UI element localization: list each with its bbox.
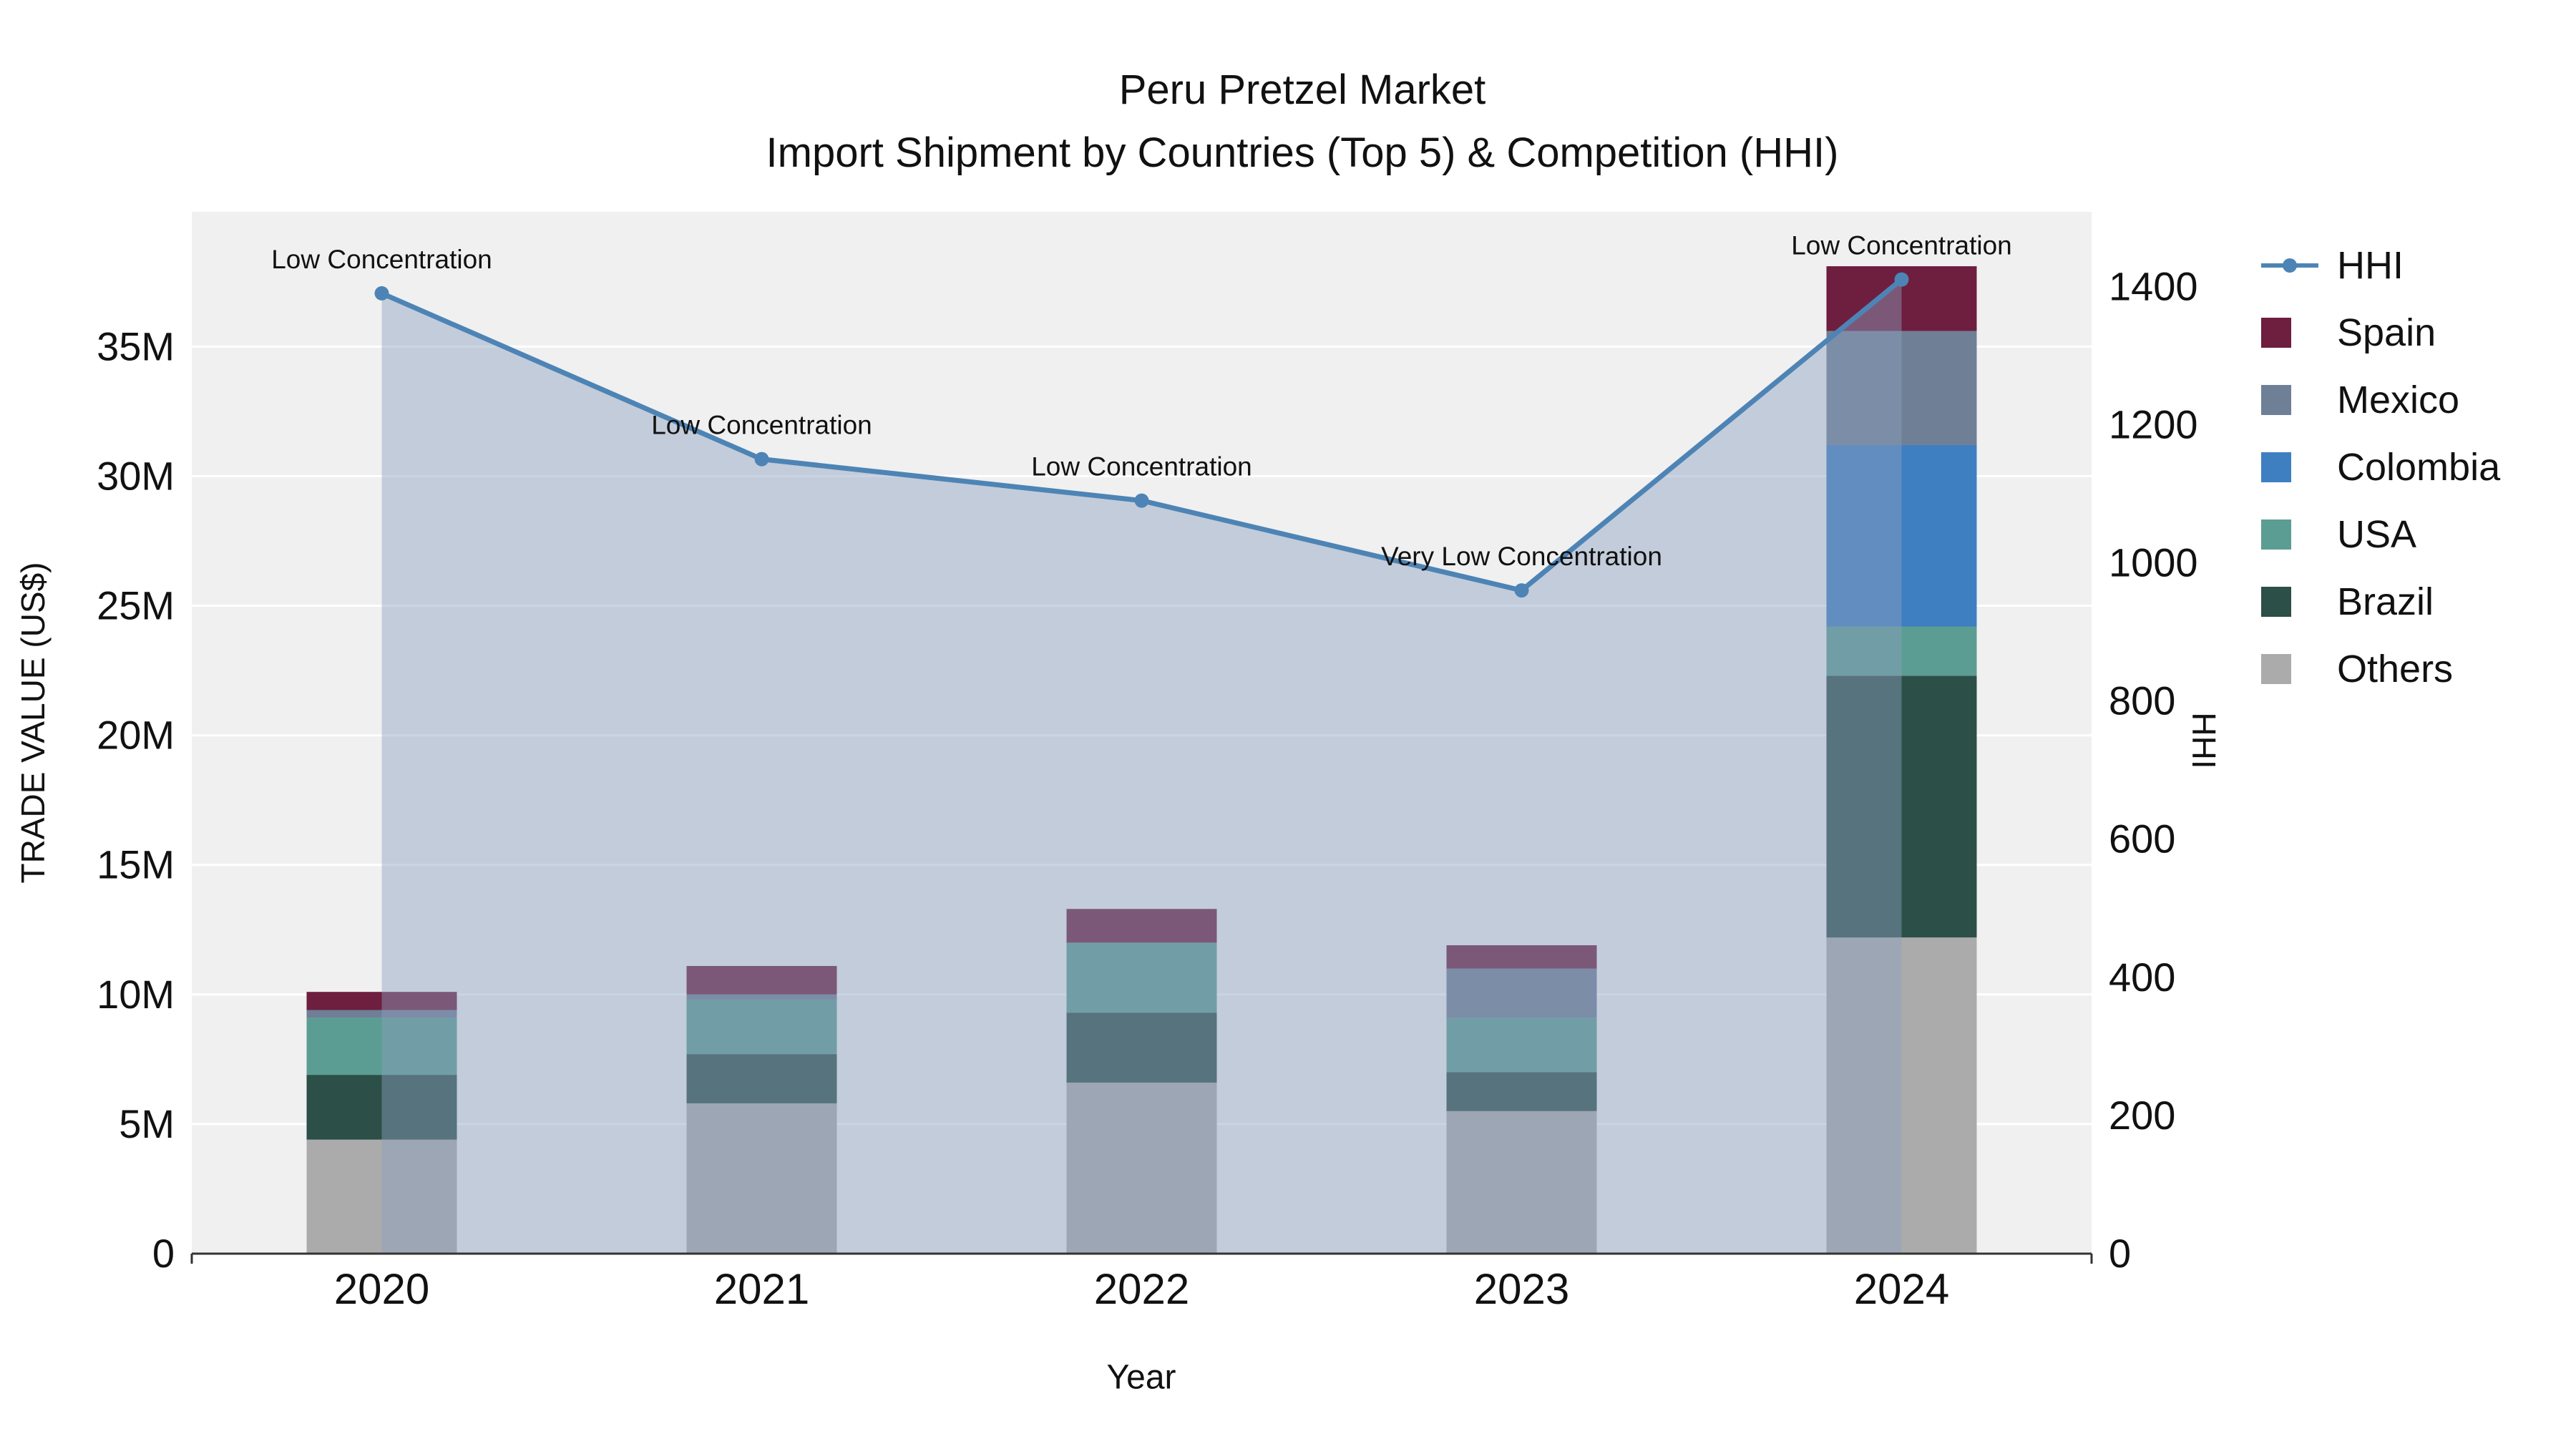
y-axis-label-left: TRADE VALUE (US$) — [14, 562, 52, 884]
hhi-marker-2023 — [1514, 583, 1529, 598]
bar-2022-usa — [1066, 942, 1217, 1013]
legend-label-brazil: Brazil — [2337, 580, 2434, 623]
bar-2023-brazil — [1446, 1072, 1597, 1111]
legend-item-hhi: HHI — [2261, 242, 2500, 289]
y-left-tick-label: 25M — [97, 583, 175, 628]
y-left-tick-label: 5M — [119, 1101, 175, 1146]
bar-2020-mexico — [306, 1010, 457, 1018]
y-right-tick-label: 1000 — [2109, 540, 2198, 585]
bar-2022-brazil — [1066, 1013, 1217, 1083]
legend-swatch-others — [2261, 654, 2291, 684]
y-left-tick-label: 30M — [97, 453, 175, 498]
annotation-2022: Low Concentration — [1031, 452, 1252, 482]
bar-2024-colombia — [1826, 444, 1977, 627]
y-right-tick-label: 800 — [2109, 678, 2175, 723]
legend-item-spain: Spain — [2261, 309, 2500, 356]
y-right-tick-label: 400 — [2109, 955, 2175, 1000]
hhi-marker-2022 — [1134, 493, 1149, 508]
chart-title-line2: Import Shipment by Countries (Top 5) & C… — [766, 130, 1839, 176]
y-left-tick-label: 20M — [97, 713, 175, 758]
hhi-marker-2020 — [374, 286, 389, 301]
legend-swatch-brazil — [2261, 587, 2291, 617]
bar-2020-others — [306, 1139, 457, 1254]
legend-item-colombia: Colombia — [2261, 444, 2500, 491]
legend-swatch-usa — [2261, 519, 2291, 550]
bar-2023-usa — [1446, 1018, 1597, 1073]
legend: HHI Spain Mexico Colombia USA Brazil Others — [2261, 242, 2500, 693]
hhi-marker-2024 — [1894, 272, 1909, 287]
x-tick-label-2020: 2020 — [334, 1265, 429, 1313]
legend-item-others: Others — [2261, 645, 2500, 693]
y-left-tick-label: 10M — [97, 972, 175, 1017]
x-axis-label: Year — [1106, 1358, 1176, 1397]
legend-swatch-colombia — [2261, 452, 2291, 482]
y-left-tick-label: 15M — [97, 842, 175, 887]
legend-label-spain: Spain — [2337, 311, 2436, 354]
bar-2024-usa — [1826, 626, 1977, 676]
bar-2021-usa — [686, 1000, 837, 1055]
chart-title: Peru Pretzel Market Import Shipment by C… — [766, 59, 1839, 185]
y-right-tick-label: 200 — [2109, 1093, 2175, 1138]
annotation-2024: Low Concentration — [1791, 231, 2012, 260]
x-tick-label-2021: 2021 — [714, 1265, 809, 1313]
bar-2021-others — [686, 1103, 837, 1254]
bar-2020-spain — [306, 992, 457, 1010]
bar-2022-others — [1066, 1082, 1217, 1254]
hhi-area — [381, 279, 1902, 1254]
y-right-tick-label: 1200 — [2109, 401, 2198, 447]
y-right-tick-label: 600 — [2109, 816, 2175, 862]
legend-label-colombia: Colombia — [2337, 446, 2501, 489]
legend-label-usa: USA — [2337, 513, 2417, 556]
legend-label-others: Others — [2337, 648, 2454, 691]
annotation-2023: Very Low Concentration — [1381, 542, 1662, 571]
bar-2024-others — [1826, 937, 1977, 1254]
bar-2021-mexico — [686, 994, 837, 1000]
hhi-marker-2021 — [754, 452, 769, 467]
y-left-tick-label: 35M — [97, 323, 175, 369]
bar-2020-usa — [306, 1018, 457, 1075]
bar-2024-brazil — [1826, 675, 1977, 938]
y-right-tick-label: 0 — [2109, 1231, 2131, 1276]
bar-2023-spain — [1446, 945, 1597, 969]
legend-item-usa: USA — [2261, 511, 2500, 558]
legend-swatch-mexico — [2261, 385, 2291, 415]
legend-label-hhi: HHI — [2337, 244, 2404, 287]
x-tick-label-2023: 2023 — [1474, 1265, 1569, 1313]
annotation-2020: Low Concentration — [271, 245, 492, 274]
bar-2021-brazil — [686, 1054, 837, 1103]
legend-item-mexico: Mexico — [2261, 376, 2500, 424]
hhi-line-icon — [2261, 258, 2318, 273]
y-axis-label-right: HHI — [2185, 712, 2223, 769]
bar-2022-spain — [1066, 909, 1217, 943]
legend-swatch-spain — [2261, 318, 2291, 348]
bar-2023-mexico — [1446, 968, 1597, 1018]
bar-2024-mexico — [1826, 331, 1977, 445]
legend-label-mexico: Mexico — [2337, 379, 2460, 421]
chart-title-line1: Peru Pretzel Market — [1118, 67, 1486, 113]
bar-2020-brazil — [306, 1075, 457, 1140]
bar-2023-others — [1446, 1111, 1597, 1254]
x-tick-label-2024: 2024 — [1854, 1265, 1949, 1313]
legend-item-brazil: Brazil — [2261, 578, 2500, 625]
bar-2021-spain — [686, 965, 837, 995]
annotation-2021: Low Concentration — [651, 411, 872, 440]
x-tick-label-2022: 2022 — [1094, 1265, 1189, 1313]
y-right-tick-label: 1400 — [2109, 263, 2198, 308]
y-left-tick-label: 0 — [152, 1231, 175, 1276]
